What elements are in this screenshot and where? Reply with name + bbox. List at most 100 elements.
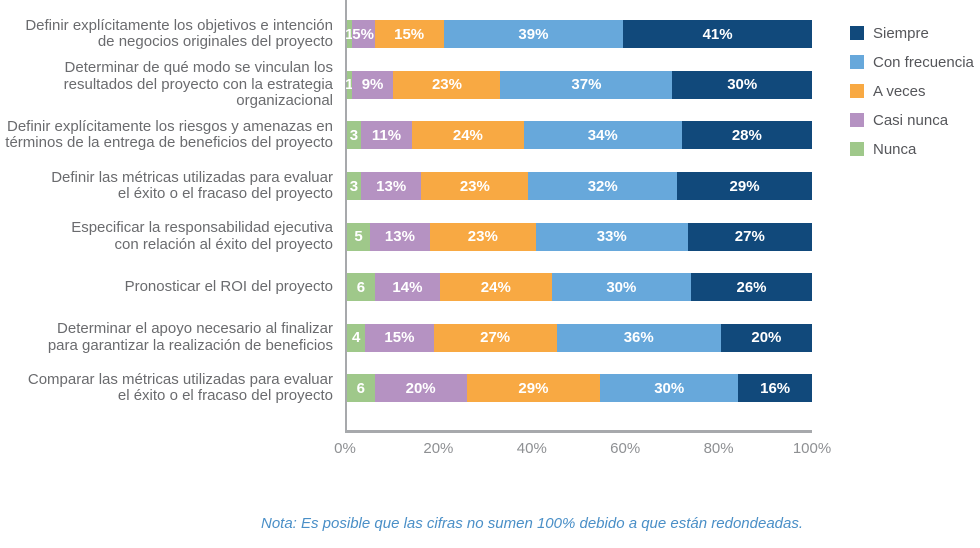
bar-segment-a-veces: 24%	[412, 121, 524, 150]
bar-segment-nunca: 1	[345, 20, 354, 49]
bar-segment-casi-nunca: 14%	[374, 273, 440, 302]
bar-segment-a-veces: 23%	[429, 222, 536, 251]
bar-segment-value: 23%	[431, 76, 462, 94]
legend: Siempre Con frecuencia A veces Casi nunca Nu…	[850, 0, 974, 170]
x-axis-line	[345, 430, 812, 433]
legend-swatch-casi-nunca	[850, 113, 864, 127]
bar-segment-value: 15%	[384, 329, 415, 347]
bar-segment-value: 37%	[571, 76, 602, 94]
x-axis-tick: 20%	[423, 440, 454, 457]
stacked-bar: 6 14% 24% 30% 26%	[347, 273, 812, 302]
legend-label: A veces	[873, 83, 926, 100]
bar-segment-casi-nunca: 20%	[374, 374, 467, 403]
legend-swatch-a-veces	[850, 84, 864, 98]
legend-item-con-frecuencia: Con frecuencia	[850, 54, 974, 71]
bar-segment-value: 29%	[729, 177, 760, 195]
x-axis-tick: 100%	[792, 440, 832, 457]
bar-segment-value: 3	[349, 177, 359, 195]
bar-row: 6 14% 24% 30% 26%	[347, 262, 812, 313]
bar-segment-casi-nunca: 13%	[360, 172, 422, 201]
bar-segment-value: 16%	[760, 379, 791, 397]
bar-segment-value: 28%	[731, 126, 762, 144]
x-axis-ticks: 0% 20% 40% 60% 80% 100%	[334, 433, 831, 459]
bar-segment-con-frecuencia: 39%	[443, 20, 624, 49]
category-labels: Definir explícitamente los objetivos e i…	[0, 0, 345, 414]
bar-row: 1 5% 15% 39% 41%	[345, 9, 812, 60]
category-label: Definir las métricas utilizadas para eva…	[51, 168, 333, 203]
bar-segment-value: 5	[354, 228, 363, 246]
x-axis-tick: 0%	[334, 440, 356, 457]
stacked-bar: 3 11% 24% 34% 28%	[347, 121, 812, 150]
bar-segment-value: 27%	[734, 228, 765, 246]
bar-segment-casi-nunca: 11%	[360, 121, 413, 150]
legend-item-casi-nunca: Casi nunca	[850, 112, 974, 129]
legend-swatch-siempre	[850, 26, 864, 40]
bar-segment-value: 24%	[452, 126, 483, 144]
bar-segment-value: 34%	[587, 126, 618, 144]
bar-segment-value: 30%	[727, 76, 758, 94]
footnote: Nota: Es posible que las cifras no sumen…	[260, 515, 804, 532]
bar-segment-value: 6	[356, 278, 366, 296]
legend-swatch-con-frecuencia	[850, 55, 864, 69]
x-axis-tick: 60%	[610, 440, 641, 457]
bar-segment-value: 27%	[480, 329, 511, 347]
x-axis-tick: 40%	[516, 440, 547, 457]
bar-segment-value: 11%	[371, 126, 402, 144]
bar-segment-con-frecuencia: 33%	[535, 222, 688, 251]
legend-label: Con frecuencia	[873, 54, 974, 71]
bar-segment-value: 26%	[736, 278, 767, 296]
bar-segment-casi-nunca: 15%	[365, 323, 434, 352]
bar-segment-siempre: 26%	[691, 273, 812, 302]
bar-segment-nunca: 6	[347, 374, 375, 403]
bars-area: 1 5% 15% 39% 41% 1 9% 23% 37% 30% 3 11% 24% 34% 28% 3 13…	[345, 0, 812, 433]
bar-segment-nunca: 5	[347, 222, 371, 251]
bar-segment-con-frecuencia: 30%	[600, 374, 739, 403]
category-label: Definir explícitamente los riesgos y ame…	[5, 117, 333, 152]
legend-swatch-nunca	[850, 142, 864, 156]
stacked-bar: 5 13% 23% 33% 27%	[347, 222, 812, 251]
bar-segment-a-veces: 24%	[439, 273, 552, 302]
bar-segment-value: 24%	[480, 278, 511, 296]
bar-segment-value: 33%	[596, 228, 627, 246]
bar-row: 3 11% 24% 34% 28%	[347, 110, 812, 161]
stacked-bar: 1 5% 15% 39% 41%	[345, 20, 812, 49]
category-label: Definir explícitamente los objetivos e i…	[25, 16, 333, 51]
bar-segment-con-frecuencia: 32%	[528, 172, 678, 201]
bar-segment-siempre: 27%	[687, 222, 812, 251]
bar-segment-con-frecuencia: 34%	[523, 121, 682, 150]
bar-segment-value: 39%	[518, 25, 549, 43]
stacked-bar: 1 9% 23% 37% 30%	[345, 70, 812, 99]
bar-segment-casi-nunca: 13%	[370, 222, 430, 251]
bar-segment-value: 5%	[352, 25, 374, 43]
bar-segment-value: 1	[345, 25, 354, 43]
bar-segment-con-frecuencia: 37%	[500, 70, 673, 99]
legend-item-a-veces: A veces	[850, 83, 974, 100]
bar-segment-value: 20%	[751, 329, 782, 347]
category-label: Comparar las métricas utilizadas para ev…	[27, 370, 333, 405]
bar-segment-siempre: 29%	[677, 172, 812, 201]
stacked-bar: 6 20% 29% 30% 16%	[347, 374, 812, 403]
bar-segment-con-frecuencia: 36%	[556, 323, 721, 352]
bar-segment-casi-nunca: 9%	[351, 70, 394, 99]
bar-segment-value: 4	[351, 329, 361, 347]
category-label: Pronosticar el ROI del proyecto	[124, 278, 333, 296]
category-label: Determinar de qué modo se vinculan los r…	[63, 59, 333, 110]
bar-segment-nunca: 4	[347, 323, 366, 352]
bar-segment-siempre: 41%	[623, 20, 812, 49]
bar-row: 6 20% 29% 30% 16%	[347, 363, 812, 414]
bar-segment-nunca: 6	[347, 273, 375, 302]
stacked-bar: 3 13% 23% 32% 29%	[347, 172, 812, 201]
stacked-bar-chart: Definir explícitamente los objetivos e i…	[0, 0, 974, 459]
bar-segment-value: 20%	[405, 379, 436, 397]
bar-segment-value: 36%	[623, 329, 654, 347]
bar-segment-value: 13%	[376, 177, 407, 195]
legend-label: Nunca	[873, 141, 917, 158]
bar-segment-value: 29%	[518, 379, 549, 397]
legend-item-nunca: Nunca	[850, 141, 974, 158]
bar-segment-value: 3	[349, 126, 359, 144]
bar-segment-a-veces: 15%	[374, 20, 444, 49]
bar-segment-a-veces: 23%	[393, 70, 501, 99]
bar-segment-siempre: 20%	[720, 323, 812, 352]
bar-segment-a-veces: 27%	[433, 323, 557, 352]
bar-row: 3 13% 23% 32% 29%	[347, 161, 812, 212]
